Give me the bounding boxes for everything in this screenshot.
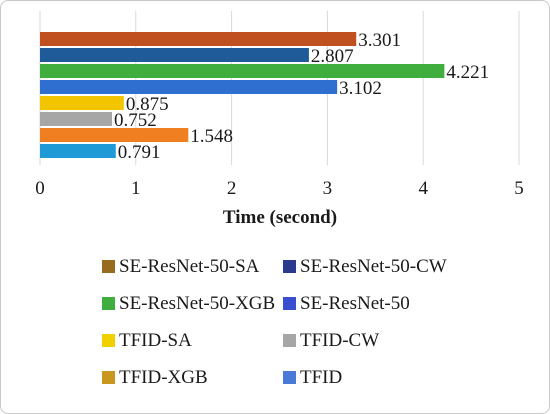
x-tick-label-1: 1	[131, 178, 141, 199]
legend: SE-ResNet-50-SA SE-ResNet-50-CW SE-ResNet-…	[102, 256, 447, 388]
legend-swatch-se-resnet-50	[283, 297, 296, 310]
legend-swatch-tfid-cw	[283, 334, 296, 347]
legend-swatch-tfid-sa	[102, 334, 115, 347]
bar-se-resnet-50-sa	[40, 32, 357, 46]
bar-tfid-xgb	[40, 128, 189, 142]
bars	[40, 32, 445, 158]
bar-tfid-cw	[40, 112, 113, 126]
bar-se-resnet-50-cw	[40, 48, 309, 62]
x-tick-label-0: 0	[35, 178, 45, 199]
x-tick-label-4: 4	[418, 178, 428, 199]
data-label-se-resnet-50: 3.102	[339, 78, 382, 99]
legend-label-se-resnet-50-sa: SE-ResNet-50-SA	[119, 256, 260, 277]
data-label-tfid-sa: 0.875	[126, 94, 169, 115]
legend-swatch-se-resnet-50-cw	[283, 260, 296, 273]
data-label-se-resnet-50-cw: 2.807	[311, 46, 354, 67]
legend-label-tfid-xgb: TFID-XGB	[119, 367, 208, 388]
legend-swatch-se-resnet-50-xgb	[102, 297, 115, 310]
bar-se-resnet-50-xgb	[40, 64, 445, 78]
bar-se-resnet-50	[40, 80, 338, 94]
legend-label-se-resnet-50-cw: SE-ResNet-50-CW	[300, 256, 447, 277]
x-tick-label-5: 5	[514, 178, 524, 199]
bar-tfid	[40, 144, 116, 158]
bar-tfid-sa	[40, 96, 124, 110]
x-tick-label-2: 2	[227, 178, 237, 199]
legend-swatch-tfid	[283, 371, 296, 384]
data-label-tfid-cw: 0.752	[114, 110, 157, 131]
legend-swatch-se-resnet-50-sa	[102, 260, 115, 273]
legend-label-tfid: TFID	[300, 367, 342, 388]
x-axis-ticks: 0 1 2 3 4 5	[35, 178, 524, 199]
data-label-se-resnet-50-sa: 3.301	[358, 30, 401, 51]
legend-label-se-resnet-50: SE-ResNet-50	[300, 293, 410, 314]
legend-label-tfid-cw: TFID-CW	[300, 330, 379, 351]
legend-label-tfid-sa: TFID-SA	[119, 330, 192, 351]
data-label-tfid: 0.791	[118, 142, 161, 163]
data-label-tfid-xgb: 1.548	[190, 126, 233, 147]
legend-label-se-resnet-50-xgb: SE-ResNet-50-XGB	[119, 293, 275, 314]
x-axis-title: Time (second)	[223, 207, 337, 228]
x-tick-label-3: 3	[323, 178, 333, 199]
legend-swatch-tfid-xgb	[102, 371, 115, 384]
data-label-se-resnet-50-xgb: 4.221	[446, 62, 489, 83]
